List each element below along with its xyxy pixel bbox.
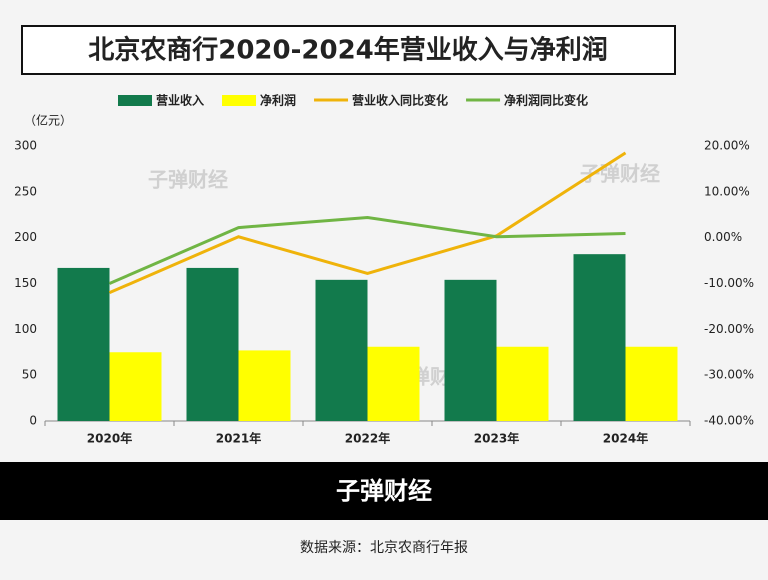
legend-label: 净利润 <box>260 93 296 108</box>
source: 数据来源：北京农商行年报 <box>300 540 468 556</box>
footer-band <box>0 462 768 520</box>
bar <box>315 279 368 421</box>
bar <box>625 346 678 421</box>
bar <box>496 346 549 421</box>
bar <box>57 267 110 421</box>
bar <box>367 346 420 421</box>
x-tick-label: 2020年 <box>87 431 132 446</box>
x-tick-label: 2024年 <box>603 431 648 446</box>
title-box <box>21 25 676 75</box>
legend-swatch <box>222 95 257 106</box>
legend-label: 净利润同比变化 <box>504 93 588 108</box>
bar <box>186 267 239 421</box>
footer-brand: 子弹财经 <box>336 477 432 505</box>
legend-label: 营业收入同比变化 <box>352 93 448 108</box>
y-unit: （亿元） <box>24 113 72 128</box>
y2-tick-label: 0.00% <box>704 230 742 244</box>
y-tick-label: 50 <box>22 368 37 382</box>
watermark: 子弹财经 <box>148 168 228 192</box>
y-tick-label: 150 <box>14 276 37 290</box>
bar <box>109 352 162 421</box>
x-tick-label: 2021年 <box>216 431 261 446</box>
legend-swatch <box>118 95 152 106</box>
bar <box>238 350 291 421</box>
y-tick-label: 200 <box>14 230 37 244</box>
x-tick-label: 2023年 <box>474 431 519 446</box>
y2-tick-label: -10.00% <box>704 276 754 290</box>
y2-tick-label: 10.00% <box>704 184 750 198</box>
bar <box>573 254 626 421</box>
x-tick-label: 2022年 <box>345 431 390 446</box>
legend-label: 营业收入 <box>156 93 204 108</box>
y2-tick-label: -20.00% <box>704 322 754 336</box>
y-tick-label: 0 <box>29 414 37 428</box>
y-tick-label: 300 <box>14 139 37 153</box>
bar <box>444 279 497 421</box>
y2-tick-label: -40.00% <box>704 414 754 428</box>
chart-title: 北京农商行2020-2024年营业收入与净利润 <box>88 35 608 66</box>
y-tick-label: 100 <box>14 322 37 336</box>
y2-tick-label: -30.00% <box>704 368 754 382</box>
line <box>108 151 627 295</box>
y-tick-label: 250 <box>14 184 37 198</box>
y2-tick-label: 20.00% <box>704 139 750 153</box>
line <box>108 215 626 285</box>
